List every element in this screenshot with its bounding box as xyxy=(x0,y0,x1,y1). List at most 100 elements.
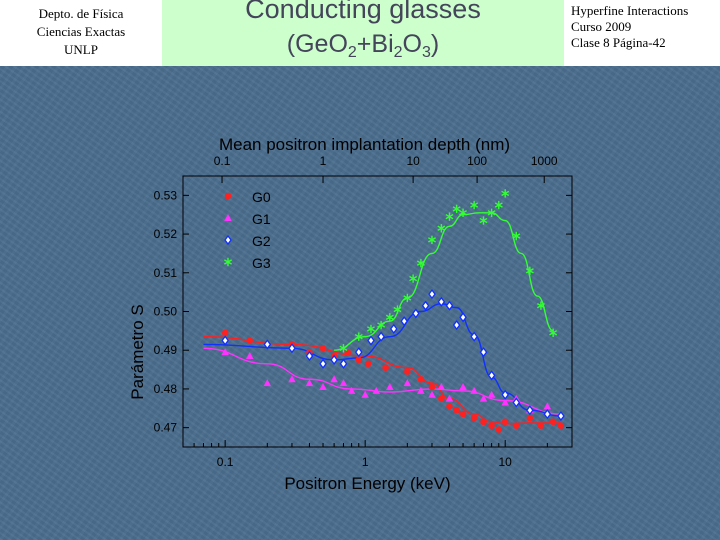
point-g0 xyxy=(549,418,557,426)
point-g2 xyxy=(354,347,363,358)
point-g2 xyxy=(512,397,521,408)
legend-marker-g3 xyxy=(224,257,232,267)
legend-marker-g0 xyxy=(224,192,232,200)
point-g3 xyxy=(445,212,454,221)
point-g1 xyxy=(428,390,436,398)
x-tick-label: 1 xyxy=(362,455,369,469)
legend: G0 G1 G2 G3 xyxy=(224,189,271,271)
point-g1 xyxy=(305,379,314,387)
institution-box: Depto. de Física Ciencias Exactas UNLP xyxy=(0,0,162,66)
point-g2 xyxy=(330,354,338,365)
point-g3 xyxy=(525,266,534,276)
point-g1 xyxy=(437,382,446,390)
course-line-3: Clase 8 Página-42 xyxy=(571,35,666,50)
point-g3 xyxy=(459,208,468,217)
point-g1 xyxy=(487,390,496,398)
point-g2 xyxy=(319,358,327,369)
formula-part-b: +Bi xyxy=(356,30,394,58)
y-axis-title: Parámetro S xyxy=(128,304,147,399)
point-g1 xyxy=(339,379,348,387)
point-g2 xyxy=(389,323,398,335)
point-g3 xyxy=(487,208,496,217)
point-g0 xyxy=(501,418,509,426)
point-g0 xyxy=(459,410,467,418)
institution-line-2: Ciencias Exactas xyxy=(36,24,126,39)
legend-label-g0: G0 xyxy=(252,189,271,205)
point-g1 xyxy=(221,348,229,356)
point-g2 xyxy=(543,409,552,420)
point-g2 xyxy=(263,339,272,350)
point-g1 xyxy=(319,382,327,390)
top-tick-label: 0.1 xyxy=(214,154,231,168)
point-g1 xyxy=(263,379,272,387)
point-g0 xyxy=(495,426,503,433)
top-axis-title: Mean positron implantation depth (nm) xyxy=(219,135,510,154)
point-g1 xyxy=(403,379,412,387)
point-g0 xyxy=(428,383,436,391)
y-tick-label: 0.50 xyxy=(154,305,178,319)
top-tick-label: 1 xyxy=(320,154,327,168)
point-g3 xyxy=(366,324,375,334)
point-g2 xyxy=(557,410,565,422)
point-g3 xyxy=(403,293,412,303)
institution-line-3: UNLP xyxy=(64,42,98,57)
point-g2 xyxy=(221,335,229,346)
plot-frame xyxy=(182,175,573,448)
point-g0 xyxy=(453,406,460,414)
point-g1 xyxy=(386,382,394,390)
point-g1 xyxy=(470,386,478,394)
point-g3 xyxy=(393,305,402,314)
point-g3 xyxy=(385,313,394,322)
point-g2 xyxy=(470,331,478,342)
course-line-2: Curso 2009 xyxy=(571,19,632,34)
point-g1 xyxy=(459,382,467,390)
slide-subtitle-formula: (GeO2+Bi2O3) xyxy=(162,29,564,61)
point-g3 xyxy=(416,258,425,268)
point-g2 xyxy=(487,370,496,381)
formula-part-a: (GeO xyxy=(286,30,348,58)
point-g0 xyxy=(488,422,495,430)
y-tick-label: 0.48 xyxy=(154,382,178,396)
point-g0 xyxy=(446,403,453,410)
institution-line-1: Depto. de Física xyxy=(38,6,124,21)
point-g2 xyxy=(412,308,420,319)
formula-sub-2: 2 xyxy=(393,44,403,61)
point-g2 xyxy=(288,343,296,354)
point-g0 xyxy=(537,422,545,430)
y-tick-label: 0.49 xyxy=(154,343,178,357)
point-g0 xyxy=(364,360,372,368)
point-g2 xyxy=(437,296,446,307)
point-g0 xyxy=(438,395,445,402)
point-g0 xyxy=(417,375,425,383)
formula-part-d: ) xyxy=(430,30,440,58)
fit-line-g0 xyxy=(203,335,561,425)
point-g3 xyxy=(479,216,488,225)
point-g1 xyxy=(361,390,369,398)
point-g3 xyxy=(427,235,436,245)
point-g0 xyxy=(319,344,327,352)
legend-label-g1: G1 xyxy=(252,211,271,227)
axes: 0.47 0.48 0.49 0.50 0.51 0.52 0.53 0.1 1 10 0.1 1 10… xyxy=(128,135,573,493)
formula-part-c: O xyxy=(402,30,422,58)
point-g0 xyxy=(480,418,487,426)
slide-title: Conducting glasses xyxy=(245,0,481,24)
point-g3 xyxy=(470,200,479,210)
point-g1 xyxy=(479,394,488,402)
y-tick-label: 0.51 xyxy=(154,266,178,280)
point-g3 xyxy=(452,204,461,214)
point-g1 xyxy=(501,398,509,406)
point-g2 xyxy=(339,358,348,369)
x-tick-label: 0.1 xyxy=(217,455,234,469)
point-g1 xyxy=(330,375,338,383)
point-g1 xyxy=(543,402,552,410)
point-g3 xyxy=(512,231,521,241)
point-g3 xyxy=(494,200,503,210)
point-g3 xyxy=(409,274,418,283)
point-g3 xyxy=(377,320,386,330)
point-g1 xyxy=(288,375,296,383)
legend-label-g2: G2 xyxy=(252,233,271,249)
point-g3 xyxy=(339,344,348,353)
point-g0 xyxy=(470,414,478,422)
data-points xyxy=(221,189,565,433)
